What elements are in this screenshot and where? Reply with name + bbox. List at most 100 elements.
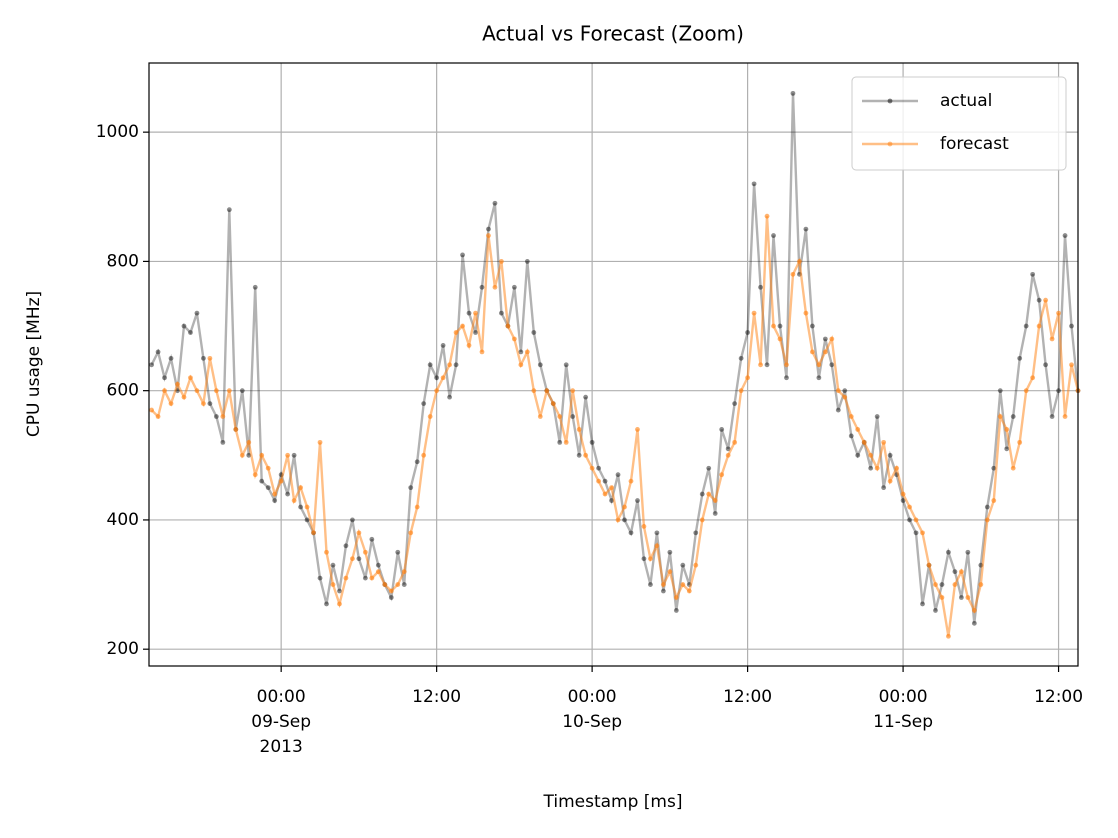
- data-point: [654, 543, 660, 549]
- data-point: [259, 478, 265, 484]
- y-tick-label: 200: [107, 639, 139, 659]
- data-point: [641, 523, 647, 529]
- data-point: [984, 517, 990, 523]
- data-point: [784, 375, 789, 381]
- data-point: [440, 375, 446, 381]
- data-point: [758, 284, 763, 290]
- data-point: [673, 608, 679, 613]
- data-point: [1036, 323, 1042, 329]
- data-point: [1056, 388, 1061, 394]
- data-point: [602, 491, 608, 497]
- data-point: [414, 504, 420, 510]
- data-point: [848, 414, 854, 419]
- data-point: [511, 336, 517, 342]
- data-point: [531, 330, 537, 335]
- series-line: [150, 216, 1080, 637]
- data-point: [887, 452, 893, 458]
- data-point: [201, 401, 206, 407]
- data-point: [1043, 362, 1049, 368]
- data-point: [285, 491, 291, 497]
- data-point: [699, 517, 705, 523]
- data-point: [259, 452, 265, 458]
- data-point: [965, 549, 971, 555]
- data-point: [732, 401, 738, 407]
- data-point: [362, 549, 368, 555]
- data-point: [1017, 355, 1023, 361]
- data-point: [583, 452, 589, 458]
- data-point: [388, 595, 394, 600]
- data-point: [233, 427, 239, 432]
- data-point: [324, 601, 329, 607]
- data-point: [881, 485, 887, 491]
- data-point: [246, 439, 252, 445]
- data-point: [887, 478, 893, 484]
- data-point: [732, 439, 738, 445]
- data-point: [939, 595, 945, 600]
- data-point: [939, 582, 945, 587]
- data-point: [434, 375, 440, 381]
- data-point: [842, 394, 848, 400]
- data-point: [317, 575, 323, 581]
- data-point: [797, 259, 802, 264]
- data-point: [285, 452, 291, 458]
- x-tick-label-line: 12:00: [412, 687, 461, 707]
- data-point: [680, 582, 686, 587]
- legend-marker: [887, 98, 893, 104]
- data-point: [272, 498, 278, 503]
- data-point: [576, 452, 582, 458]
- data-point: [518, 349, 524, 355]
- data-point: [907, 517, 912, 523]
- data-point: [1062, 414, 1068, 419]
- x-tick-label-line: 00:00: [257, 687, 306, 707]
- data-point: [751, 181, 757, 187]
- x-tick-label-line: 00:00: [879, 687, 928, 707]
- data-point: [1023, 388, 1029, 394]
- data-point: [1056, 310, 1061, 316]
- data-point: [220, 414, 226, 419]
- data-point: [330, 562, 336, 568]
- x-axis-label: Timestamp [ms]: [543, 792, 683, 812]
- data-point: [667, 569, 673, 575]
- legend-label: actual: [940, 91, 992, 111]
- data-point: [155, 414, 161, 419]
- data-point: [991, 498, 997, 503]
- data-point: [518, 362, 524, 368]
- data-point: [615, 472, 621, 478]
- data-point: [473, 330, 478, 335]
- data-point: [492, 284, 498, 290]
- data-point: [291, 452, 297, 458]
- data-point: [408, 485, 414, 491]
- x-tick-label: 00:00 11-Sep: [873, 687, 933, 732]
- data-point: [570, 388, 576, 394]
- data-point: [771, 233, 776, 238]
- data-point: [1069, 323, 1074, 329]
- data-point: [466, 310, 472, 316]
- data-point: [375, 569, 381, 575]
- data-point: [265, 465, 271, 471]
- data-point: [1030, 271, 1036, 277]
- data-point: [175, 381, 180, 387]
- data-point: [239, 388, 245, 394]
- data-point: [356, 556, 362, 562]
- data-point: [201, 355, 206, 361]
- data-point: [149, 362, 154, 368]
- data-point: [693, 562, 699, 568]
- data-point: [207, 401, 213, 407]
- data-point: [239, 452, 245, 458]
- data-point: [278, 478, 284, 484]
- data-point: [719, 427, 725, 432]
- data-point: [984, 504, 990, 510]
- data-point: [505, 323, 511, 329]
- data-point: [401, 582, 407, 587]
- data-point: [635, 498, 640, 503]
- data-point: [835, 388, 841, 394]
- data-point: [602, 478, 608, 484]
- data-point: [563, 362, 569, 368]
- data-point: [1030, 375, 1036, 381]
- data-point: [427, 414, 433, 419]
- data-point: [589, 465, 595, 471]
- data-point: [395, 549, 401, 555]
- data-point: [641, 556, 647, 562]
- data-point: [213, 388, 219, 394]
